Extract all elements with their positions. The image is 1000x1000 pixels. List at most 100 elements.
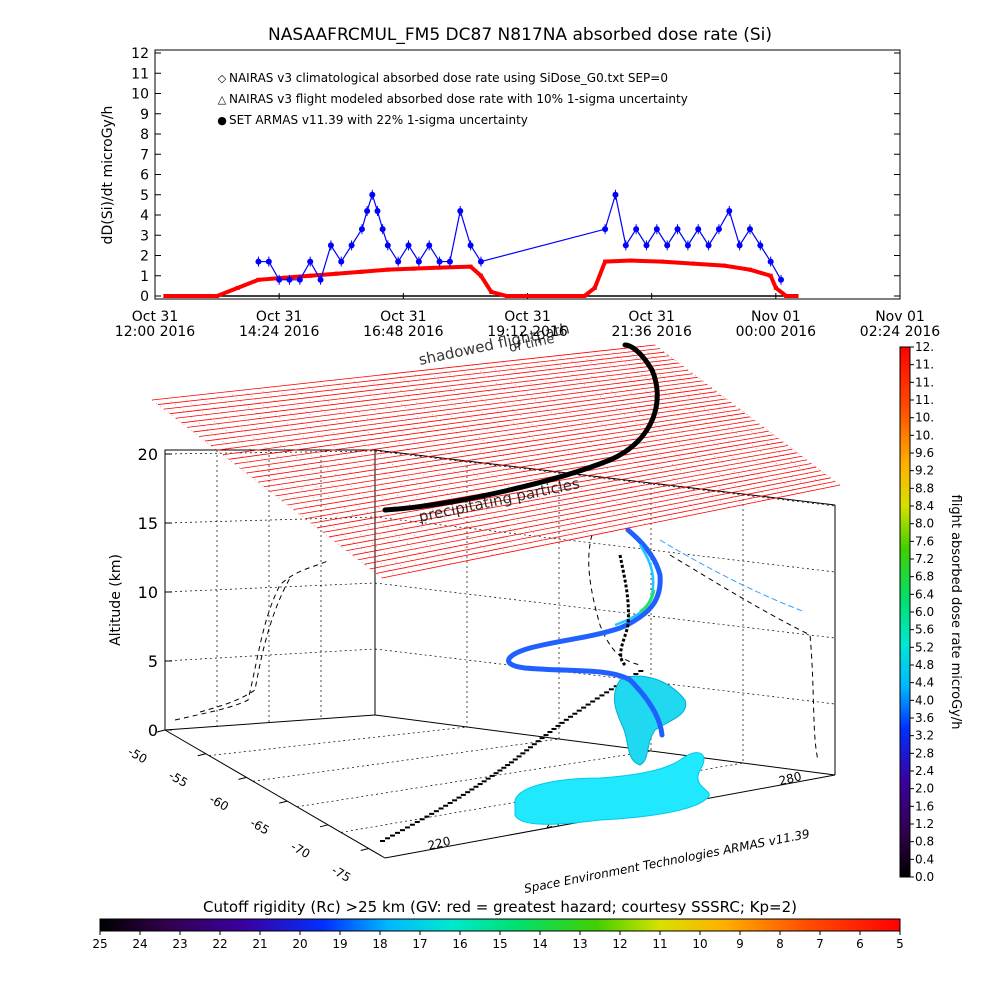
armas-point xyxy=(379,226,386,233)
climatological-point xyxy=(784,294,789,298)
lattice-column xyxy=(380,374,591,536)
lattice-row xyxy=(358,470,822,561)
armas-point xyxy=(348,242,355,249)
rigidity-tick-label: 8 xyxy=(776,937,784,951)
armas-point xyxy=(757,242,764,249)
climatological-point xyxy=(489,289,494,294)
armas-point xyxy=(746,226,753,233)
colorbar-tick-label: 8.0 xyxy=(915,517,934,531)
rigidity-tick-label: 19 xyxy=(332,937,347,951)
armas-point xyxy=(364,207,371,214)
armas-point xyxy=(338,258,345,265)
back-floor-edge xyxy=(164,714,376,731)
colorbar-tick-label: 5.2 xyxy=(915,640,934,654)
latitude-tick-mark xyxy=(156,729,166,733)
armas-point xyxy=(384,242,391,249)
y-tick-label: 10 xyxy=(131,87,149,103)
rigidity-tick-label: 25 xyxy=(92,937,107,951)
rigidity-tick-label: 10 xyxy=(692,937,707,951)
lattice-row xyxy=(187,366,684,428)
floor-shadow-dot xyxy=(535,740,541,743)
flight-track-colored xyxy=(506,527,665,738)
climatological-point xyxy=(794,294,799,298)
floor-shadow-dot xyxy=(473,785,479,788)
armas-point xyxy=(467,242,474,249)
rigidity-tick-label: 12 xyxy=(612,937,627,951)
rigidity-tick-label: 16 xyxy=(452,937,467,951)
floor-shadow-dot xyxy=(404,826,410,829)
lattice-row xyxy=(175,358,675,419)
flight-3d-panel: 0 5 10 15 20 Altitude (km) -50 -55 -60 -65 -70 -7… xyxy=(108,319,841,896)
floor-shadow-dot xyxy=(581,706,587,709)
colorbar-tick-label: 6.0 xyxy=(915,605,934,619)
colorbar-tick-label: 9.6 xyxy=(915,446,934,460)
climatological-point xyxy=(628,258,633,263)
colorbar-tick-label: 10. xyxy=(915,411,934,425)
lattice-column xyxy=(487,363,688,517)
rigidity-tick-label: 21 xyxy=(252,937,267,951)
floor-shadow-dot xyxy=(501,766,507,769)
shadow-left-wall xyxy=(174,559,331,721)
floor-shadow-dot xyxy=(452,799,458,802)
floor-shadow-dot xyxy=(424,815,430,818)
floor-shadow-dot xyxy=(585,703,591,706)
rigidity-tick-label: 24 xyxy=(132,937,147,951)
floor-shadow-dot xyxy=(395,831,401,834)
floor-shadow-dot xyxy=(485,777,491,780)
floor-shadow-dot xyxy=(559,721,565,724)
lattice-column xyxy=(304,383,521,551)
latitude-tick-label: -75 xyxy=(329,863,353,885)
colorbar-tick-label: 2.0 xyxy=(915,782,934,796)
colorbar-tick-label: 4.0 xyxy=(915,693,934,707)
lattice-row xyxy=(364,473,826,565)
floor-shadow-dot xyxy=(551,727,557,730)
y-tick-label: 0 xyxy=(140,289,149,305)
floor-shadow-dot xyxy=(419,818,425,821)
series-layer xyxy=(163,189,799,298)
y-tick-label: 7 xyxy=(140,147,149,163)
floor-shadow-dot xyxy=(443,804,449,807)
floor-shadow-dot xyxy=(433,810,439,813)
x-tick-time: 21:36 2016 xyxy=(611,324,692,340)
colorbar-tick-label: 3.6 xyxy=(915,711,934,725)
floor-shadow-dot xyxy=(576,709,582,712)
floor-shadow-dot xyxy=(385,837,391,840)
lattice-row xyxy=(193,369,689,433)
colorbar-tick-label: 11. xyxy=(915,358,934,372)
lattice-column xyxy=(182,396,410,573)
rigidity-tick-label: 9 xyxy=(736,937,744,951)
floor-shadow-dot xyxy=(414,821,420,824)
y-tick-label: 1 xyxy=(140,269,149,285)
altitude-label: Altitude (km) xyxy=(108,554,124,646)
climatological-point xyxy=(660,259,665,264)
legend-marker: ◇ xyxy=(218,72,227,85)
x-tick-time: 19:12 2016 xyxy=(487,324,568,340)
x-tick-time: 12:00 2016 xyxy=(115,324,196,340)
armas-point xyxy=(415,258,422,265)
legend-entry: NAIRAS v3 climatological absorbed dose r… xyxy=(229,71,668,85)
rigidity-label: Cutoff rigidity (Rc) >25 km (GV: red = g… xyxy=(203,898,797,916)
armas-point xyxy=(602,226,609,233)
latitude-tick-mark xyxy=(197,753,206,757)
colorbar-tick-label: 0.4 xyxy=(915,852,934,866)
lattice-row xyxy=(275,419,755,497)
colorbar-tick-label: 6.4 xyxy=(915,587,934,601)
armas-point xyxy=(436,258,443,265)
armas-point xyxy=(296,276,303,283)
colorbar-horizontal xyxy=(99,918,901,932)
climatological-point xyxy=(722,263,727,268)
floor-shadow-dot xyxy=(568,715,574,718)
latitude-tick-label: -70 xyxy=(288,839,312,861)
x-tick-date: Oct 31 xyxy=(380,309,426,325)
cutoff-rigidity-lattice xyxy=(151,344,841,579)
front-floor-left xyxy=(164,729,386,859)
armas-point xyxy=(684,242,691,249)
armas-point xyxy=(369,191,376,198)
lattice-row xyxy=(216,384,708,451)
armas-point xyxy=(643,242,650,249)
altitude-tick-label: 5 xyxy=(148,652,158,671)
armas-point xyxy=(395,258,402,265)
armas-point xyxy=(286,276,293,283)
armas-point xyxy=(265,258,272,265)
